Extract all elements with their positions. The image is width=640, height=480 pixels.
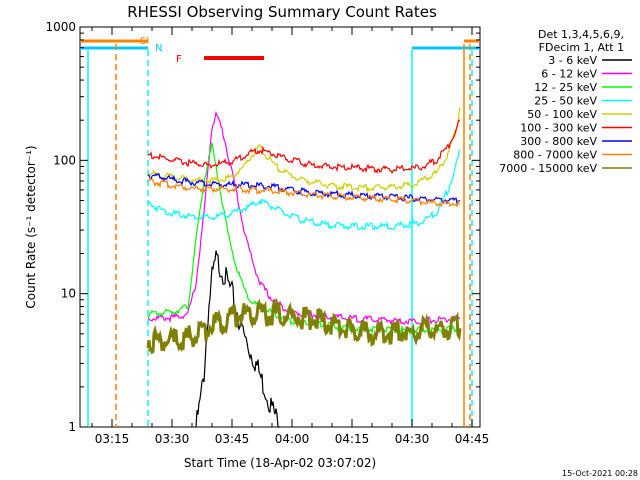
marker-label-f: F [176, 54, 182, 65]
marker-label-si: SI [140, 36, 149, 47]
attenuator-lines [87, 44, 473, 427]
series-line-8 [146, 297, 462, 355]
legend-label-1: 6 - 12 keV [541, 68, 597, 81]
series-line-4 [147, 107, 461, 194]
legend: Det 1,3,4,5,6,9,FDecim 1, Att 13 - 6 keV… [499, 28, 632, 175]
series-line-2 [147, 142, 461, 336]
series-lines [146, 107, 462, 428]
legend-label-2: 12 - 25 keV [534, 81, 597, 94]
state-bars: SI N F [80, 36, 480, 65]
y-tick-label-0: 1 [68, 420, 76, 434]
x-tick-label-4: 04:15 [335, 432, 370, 446]
legend-header-0: Det 1,3,4,5,6,9, [538, 28, 624, 41]
legend-label-6: 300 - 800 keV [520, 135, 597, 148]
axis-ticks: 03:15 03:30 03:45 04:00 04:15 04:30 04:45 1 10 10… [45, 20, 489, 446]
x-tick-label-3: 04:00 [275, 432, 310, 446]
series-line-7 [147, 177, 461, 208]
y-axis-label: Count Rate (s⁻¹ detector⁻¹) [24, 145, 38, 308]
y-tick-label-3: 1000 [45, 20, 76, 34]
series-line-0 [195, 250, 280, 428]
legend-label-4: 50 - 100 keV [527, 108, 597, 121]
legend-header-1: FDecim 1, Att 1 [539, 41, 624, 54]
y-tick-label-2: 100 [53, 153, 76, 167]
chart-title: RHESSI Observing Summary Count Rates [127, 3, 437, 21]
series-line-3 [147, 149, 461, 231]
legend-label-5: 100 - 300 keV [520, 122, 597, 135]
x-tick-label-6: 04:45 [455, 432, 490, 446]
legend-label-3: 25 - 50 keV [534, 95, 597, 108]
legend-label-8: 7000 - 15000 keV [499, 162, 597, 175]
x-tick-label-1: 03:30 [155, 432, 190, 446]
x-tick-label-0: 03:15 [95, 432, 130, 446]
legend-label-7: 800 - 7000 keV [513, 149, 597, 162]
series-line-6 [147, 173, 461, 205]
legend-label-0: 3 - 6 keV [548, 54, 597, 67]
series-line-5 [147, 119, 460, 174]
x-tick-label-5: 04:30 [395, 432, 430, 446]
plot-frame [79, 26, 481, 428]
time-stamp: 15-Oct-2021 00:28 [562, 469, 638, 478]
marker-label-n: N [155, 43, 162, 54]
x-tick-label-2: 03:45 [215, 432, 250, 446]
x-axis-label: Start Time (18-Apr-02 03:07:02) [184, 456, 376, 470]
y-tick-label-1: 10 [61, 287, 76, 301]
